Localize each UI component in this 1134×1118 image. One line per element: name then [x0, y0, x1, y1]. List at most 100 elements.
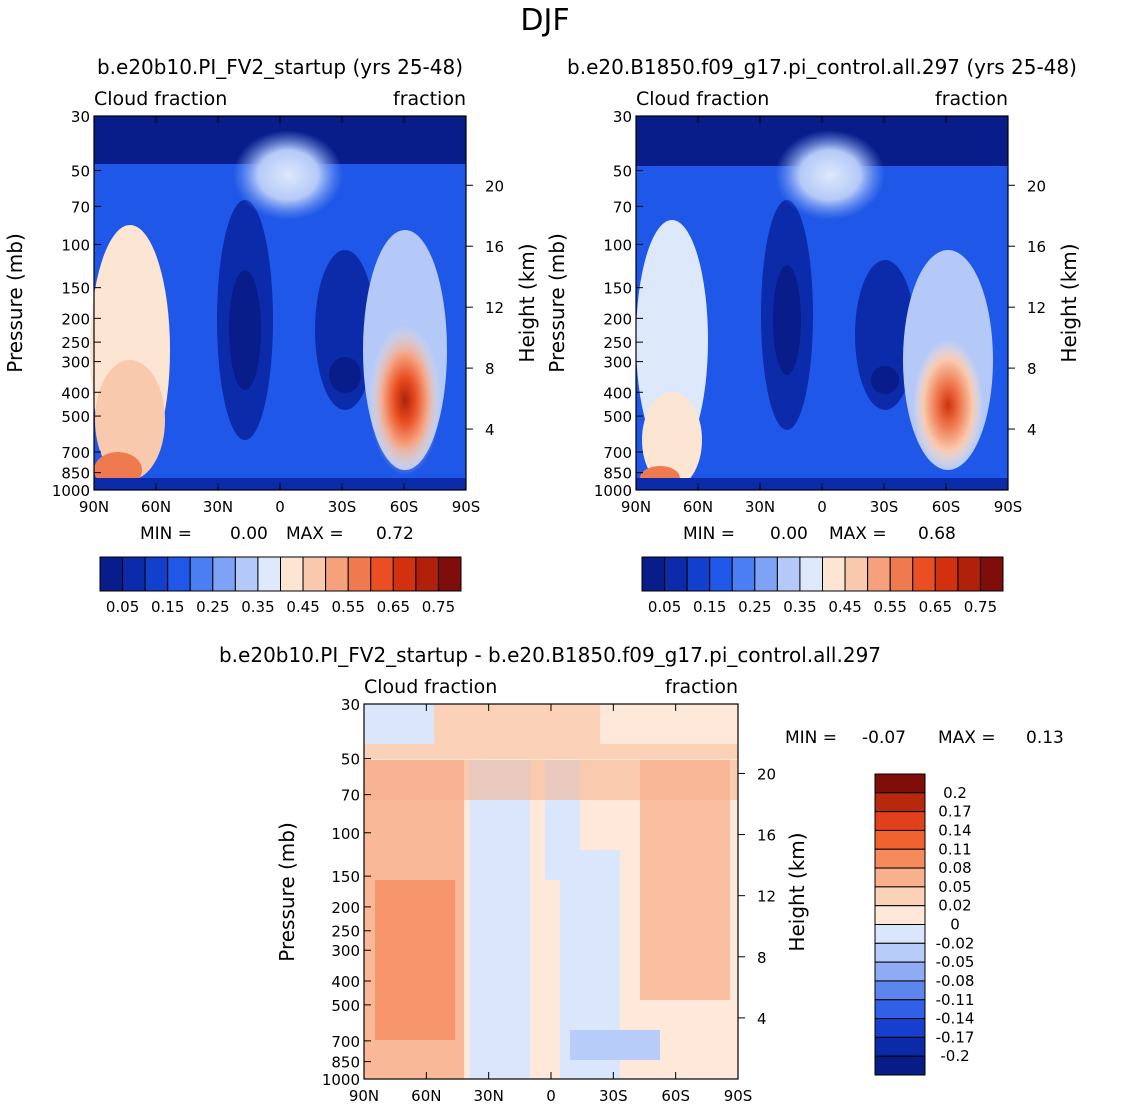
- min-label: MIN =: [140, 524, 192, 544]
- panel-difference: b.e20b10.PI_FV2_startup - b.e20.B1850.f0…: [219, 643, 1064, 1105]
- latitude-tick-label: 0: [275, 498, 285, 516]
- colorbar-label: 0.45: [286, 598, 319, 616]
- colorbar-label: 0.35: [783, 598, 816, 616]
- pressure-tick-label: 150: [331, 868, 360, 886]
- max-label: MAX =: [829, 524, 887, 544]
- height-axis: 20 16 12 8 4: [738, 765, 776, 1028]
- colorbar-swatch: [874, 848, 926, 869]
- colorbar-label: 0.05: [938, 878, 971, 896]
- colorbar-swatch: [709, 556, 733, 592]
- latitude-tick-label: 30S: [328, 498, 357, 516]
- colorbar-swatch: [874, 1018, 926, 1038]
- colorbar-swatch: [934, 556, 959, 592]
- latitude-tick-label: 30S: [870, 498, 899, 516]
- colorbar-label: 0.15: [693, 598, 726, 616]
- colorbar-swatch: [874, 1055, 926, 1076]
- pressure-tick-label: 500: [603, 408, 632, 426]
- colorbar-swatch: [874, 1036, 926, 1057]
- colorbar-label: 0.55: [873, 598, 906, 616]
- height-tick-label: 20: [485, 177, 504, 195]
- colorbar-swatch: [99, 556, 124, 592]
- pressure-tick-label: 400: [61, 384, 90, 402]
- pressure-tick-label: 100: [331, 825, 360, 843]
- plot-left-label: Cloud fraction: [636, 88, 769, 110]
- min-label: MIN =: [785, 728, 837, 748]
- height-tick-label: 8: [485, 360, 495, 378]
- max-label: MAX =: [938, 728, 996, 748]
- height-axis-label: Height (km): [1057, 243, 1081, 362]
- latitude-axis: 90N 60N 30N 0 30S 60S 90S: [79, 116, 480, 516]
- pressure-tick-label: 300: [61, 354, 90, 372]
- plot-left-label: Cloud fraction: [364, 676, 497, 698]
- colorbar-label: -0.17: [936, 1028, 975, 1046]
- latitude-tick-label: 60N: [141, 498, 171, 516]
- colorbar-label: 0.45: [828, 598, 861, 616]
- height-tick-label: 12: [1027, 299, 1046, 317]
- colorbar-swatch: [874, 792, 926, 813]
- pressure-axis-label: Pressure (mb): [275, 822, 299, 962]
- pressure-tick-label: 30: [341, 696, 360, 714]
- height-axis-label: Height (km): [785, 832, 809, 951]
- pressure-tick-label: 70: [71, 198, 90, 216]
- latitude-axis: 90N 60N 30N 0 30S 60S 90S: [349, 704, 752, 1105]
- colorbar-label: 0.65: [919, 598, 952, 616]
- pressure-tick-label: 300: [331, 942, 360, 960]
- colorbar-label: 0.75: [964, 598, 997, 616]
- pressure-tick-label: 50: [613, 162, 632, 180]
- panel-title: b.e20.B1850.f09_g17.pi_control.all.297 (…: [567, 55, 1077, 79]
- colorbar-label: 0.05: [106, 598, 139, 616]
- latitude-tick-label: 60S: [932, 498, 961, 516]
- max-label: MAX =: [286, 524, 344, 544]
- colorbar-swatch: [874, 980, 926, 1001]
- height-tick-label: 4: [485, 421, 495, 439]
- pressure-tick-label: 200: [331, 899, 360, 917]
- pressure-tick-label: 1000: [322, 1071, 360, 1089]
- latitude-tick-label: 60N: [683, 498, 713, 516]
- panel-left: b.e20b10.PI_FV2_startup (yrs 25-48) Clou…: [3, 55, 539, 616]
- colorbar-swatch: [874, 811, 926, 831]
- colorbar-swatch: [392, 556, 417, 592]
- colorbar-swatch: [754, 556, 778, 592]
- height-tick-label: 12: [485, 299, 504, 317]
- pressure-tick-label: 30: [613, 108, 632, 126]
- latitude-tick-label: 90N: [621, 498, 651, 516]
- pressure-tick-label: 1000: [594, 482, 632, 500]
- pressure-tick-label: 200: [603, 310, 632, 328]
- latitude-tick-label: 0: [817, 498, 827, 516]
- colorbar-swatch: [347, 556, 372, 592]
- latitude-tick-label: 90S: [724, 1087, 753, 1105]
- colorbar-swatch: [731, 556, 756, 592]
- height-tick-label: 16: [485, 238, 504, 256]
- colorbar-label: 0.08: [938, 859, 971, 877]
- pressure-tick-label: 700: [331, 1033, 360, 1051]
- colorbar-swatch: [686, 556, 711, 592]
- colorbar-swatch: [641, 556, 666, 592]
- colorbar-swatch: [874, 924, 926, 944]
- min-label: MIN =: [683, 524, 735, 544]
- pressure-tick-label: 1000: [52, 482, 90, 500]
- colorbar-swatch: [874, 829, 926, 850]
- latitude-tick-label: 90S: [452, 498, 481, 516]
- panel-title: b.e20b10.PI_FV2_startup - b.e20.B1850.f0…: [219, 643, 881, 667]
- pressure-axis-label: Pressure (mb): [545, 233, 569, 373]
- colorbar-swatch: [957, 556, 981, 592]
- colorbar-label: 0.2: [943, 784, 967, 802]
- min-max-readout: MIN = 0.00 MAX = 0.72: [140, 524, 414, 544]
- colorbar-label: 0.14: [938, 821, 971, 839]
- latitude-tick-label: 30N: [474, 1087, 504, 1105]
- colorbar-label: 0.11: [938, 840, 971, 858]
- page-title: DJF: [520, 3, 569, 38]
- colorbar-swatch: [822, 556, 846, 592]
- min-value: 0.00: [230, 524, 268, 544]
- colorbar-swatch: [874, 961, 926, 982]
- colorbar-swatch: [437, 556, 462, 592]
- height-axis: 20 16 12 8 4: [1008, 177, 1046, 439]
- colorbar-label: -0.2: [940, 1047, 969, 1065]
- latitude-tick-label: 30N: [745, 498, 775, 516]
- colorbar-swatch: [167, 556, 191, 592]
- pressure-tick-label: 70: [613, 198, 632, 216]
- pressure-tick-label: 100: [603, 236, 632, 254]
- colorbar-label: 0.17: [938, 803, 971, 821]
- latitude-tick-label: 90S: [994, 498, 1023, 516]
